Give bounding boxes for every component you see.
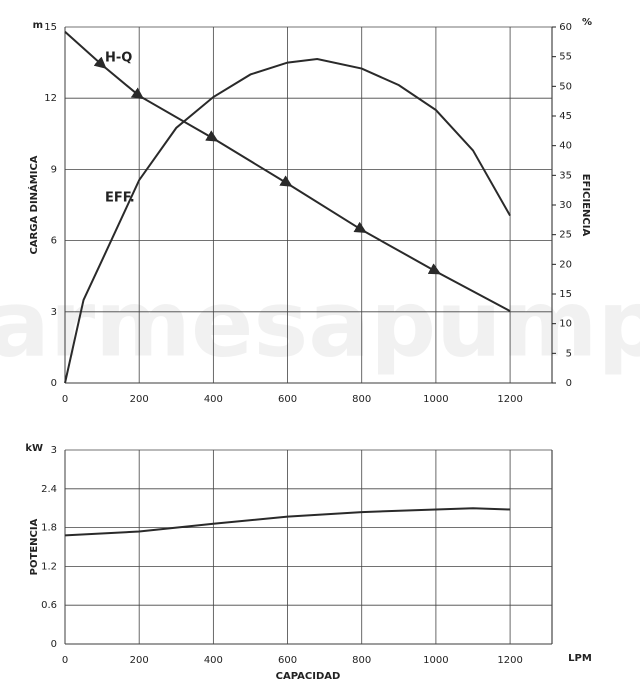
y-tick-label: 15 [44, 22, 57, 33]
y2-tick-label: 30 [559, 200, 572, 211]
watermark: parmesapumps [0, 270, 640, 377]
series-label: EFF. [105, 191, 135, 206]
y2-unit: % [582, 17, 592, 28]
y-tick-label: 3 [51, 307, 57, 318]
y2-axis-title: EFICIENCIA [580, 174, 591, 237]
y2-tick-label: 5 [566, 348, 572, 359]
x-tick-label: 0 [62, 655, 68, 666]
x-tick-label: 400 [204, 394, 223, 405]
x-tick-label: 600 [278, 394, 297, 405]
x-tick-label: 400 [204, 655, 223, 666]
x-tick-label: 200 [130, 394, 149, 405]
x-tick-label: 1200 [497, 394, 522, 405]
y-tick-label: 1.8 [41, 523, 57, 534]
y-axis-title: CARGA DINÁMICA [27, 155, 40, 254]
y2-tick-label: 55 [559, 52, 572, 63]
x-tick-label: 0 [62, 394, 68, 405]
y-unit: m [33, 20, 43, 31]
y-axis-title: POTENCIA [29, 518, 40, 575]
y2-tick-label: 15 [559, 289, 572, 300]
y2-tick-label: 20 [559, 259, 572, 270]
x-axis-title: CAPACIDAD [276, 671, 341, 682]
y2-tick-label: 10 [559, 319, 572, 330]
y2-tick-label: 25 [559, 230, 572, 241]
y2-tick-label: 50 [559, 81, 572, 92]
y2-tick-label: 40 [559, 141, 572, 152]
x-tick-label: 800 [352, 655, 371, 666]
series-line [64, 507, 511, 537]
y-tick-label: 1.2 [41, 561, 57, 572]
y-tick-label: 12 [44, 93, 57, 104]
y2-tick-label: 45 [559, 111, 572, 122]
y-tick-label: 0 [51, 378, 57, 389]
x-tick-label: 1200 [497, 655, 522, 666]
y2-tick-label: 0 [566, 378, 572, 389]
y-tick-label: 0.6 [41, 600, 57, 611]
x-tick-label: 200 [130, 655, 149, 666]
y-tick-label: 0 [51, 639, 57, 650]
y-tick-label: 2.4 [41, 484, 57, 495]
series-line [64, 31, 511, 312]
x-unit: LPM [568, 653, 592, 664]
x-tick-label: 1000 [423, 655, 448, 666]
x-tick-label: 600 [278, 655, 297, 666]
y2-tick-label: 60 [559, 22, 572, 33]
y2-tick-label: 35 [559, 170, 572, 181]
y-unit: kW [25, 443, 43, 454]
series-line [64, 58, 511, 384]
x-tick-label: 1000 [423, 394, 448, 405]
series-label: H-Q [105, 51, 132, 66]
y-tick-label: 3 [51, 445, 57, 456]
y-tick-label: 6 [51, 236, 57, 247]
x-tick-label: 800 [352, 394, 371, 405]
y-tick-label: 9 [51, 164, 57, 175]
